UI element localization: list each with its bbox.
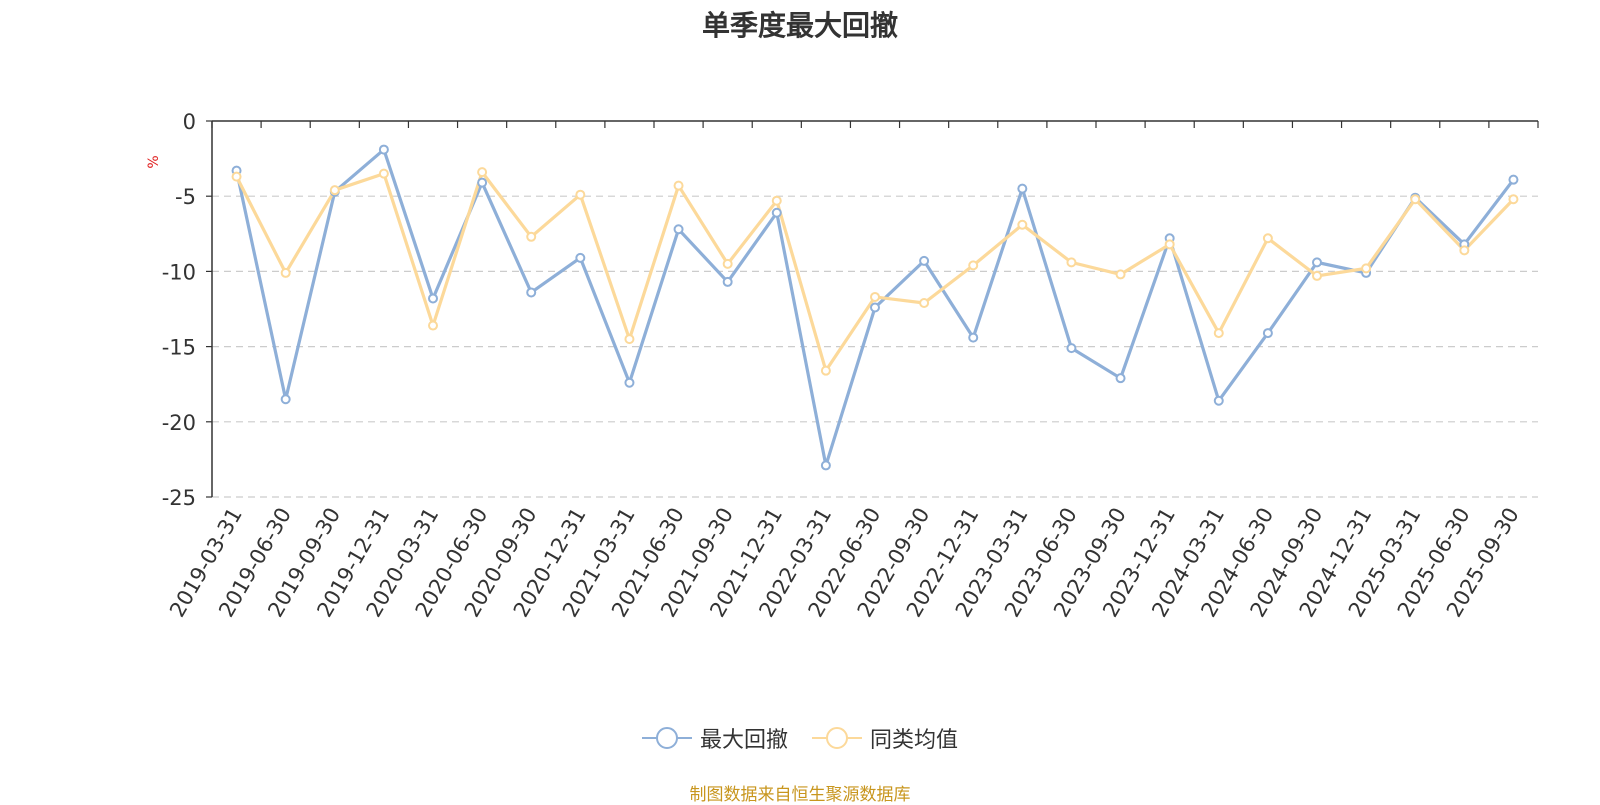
legend-label-max-drawdown: 最大回撤 bbox=[699, 728, 788, 753]
data-point-0 bbox=[526, 287, 537, 298]
y-tick-label: 0 bbox=[183, 110, 196, 134]
y-tick-label: -10 bbox=[162, 260, 196, 284]
data-point-1 bbox=[477, 167, 488, 178]
data-point-1 bbox=[280, 267, 291, 278]
y-tick-label: -25 bbox=[162, 486, 196, 510]
data-point-1 bbox=[1115, 269, 1126, 280]
data-point-1 bbox=[1508, 194, 1519, 205]
data-point-1 bbox=[575, 189, 586, 200]
data-point-1 bbox=[968, 260, 979, 271]
data-point-1 bbox=[1164, 239, 1175, 250]
source-note: 制图数据来自恒生聚源数据库 bbox=[689, 785, 911, 805]
data-point-1 bbox=[1066, 257, 1077, 268]
y-axis-label: % bbox=[146, 155, 162, 168]
legend-swatch-max-drawdown bbox=[641, 727, 692, 749]
data-point-0 bbox=[1262, 328, 1273, 339]
data-point-1 bbox=[1312, 270, 1322, 281]
data-point-1 bbox=[820, 365, 831, 376]
data-point-0 bbox=[477, 177, 488, 188]
data-point-0 bbox=[428, 293, 438, 304]
data-point-0 bbox=[1115, 373, 1126, 384]
data-point-0 bbox=[1213, 395, 1224, 406]
data-point-0 bbox=[820, 460, 831, 471]
data-point-0 bbox=[1312, 257, 1322, 268]
legend-label-peer-average: 同类均值 bbox=[870, 728, 959, 753]
data-point-1 bbox=[231, 171, 242, 182]
data-point-0 bbox=[1017, 183, 1028, 194]
data-point-0 bbox=[771, 207, 782, 218]
data-point-1 bbox=[329, 185, 340, 196]
data-point-0 bbox=[673, 224, 684, 235]
data-point-1 bbox=[1262, 233, 1273, 244]
data-point-1 bbox=[428, 320, 438, 331]
data-point-0 bbox=[280, 394, 291, 405]
data-point-0 bbox=[722, 276, 733, 287]
y-tick-label: -5 bbox=[175, 185, 196, 209]
data-point-0 bbox=[968, 332, 979, 343]
data-point-0 bbox=[1508, 174, 1519, 185]
data-point-1 bbox=[1361, 263, 1372, 274]
data-point-1 bbox=[673, 180, 684, 191]
data-point-0 bbox=[378, 144, 389, 155]
data-point-1 bbox=[870, 291, 880, 302]
data-point-0 bbox=[870, 302, 880, 313]
data-point-1 bbox=[1410, 194, 1421, 205]
data-point-0 bbox=[575, 252, 586, 263]
legend-item-peer-average[interactable]: 同类均值 bbox=[812, 722, 958, 754]
data-point-1 bbox=[378, 168, 389, 179]
data-point-1 bbox=[1017, 219, 1028, 230]
y-tick-label: -15 bbox=[162, 336, 196, 360]
data-point-1 bbox=[722, 258, 733, 269]
data-point-1 bbox=[919, 297, 930, 308]
data-point-1 bbox=[526, 231, 537, 242]
legend[interactable]: 最大回撤 同类均值 bbox=[0, 722, 1600, 754]
data-point-1 bbox=[771, 195, 782, 206]
chart-title: 单季度最大回撤 bbox=[701, 9, 898, 42]
data-point-1 bbox=[624, 334, 635, 345]
data-point-1 bbox=[1459, 245, 1470, 256]
data-point-0 bbox=[919, 255, 930, 266]
data-point-0 bbox=[624, 377, 635, 388]
legend-swatch-peer-average bbox=[812, 727, 862, 749]
legend-item-max-drawdown[interactable]: 最大回撤 bbox=[641, 722, 788, 754]
data-point-1 bbox=[1213, 328, 1224, 339]
y-tick-label: -20 bbox=[162, 411, 196, 435]
data-point-0 bbox=[1066, 343, 1077, 354]
